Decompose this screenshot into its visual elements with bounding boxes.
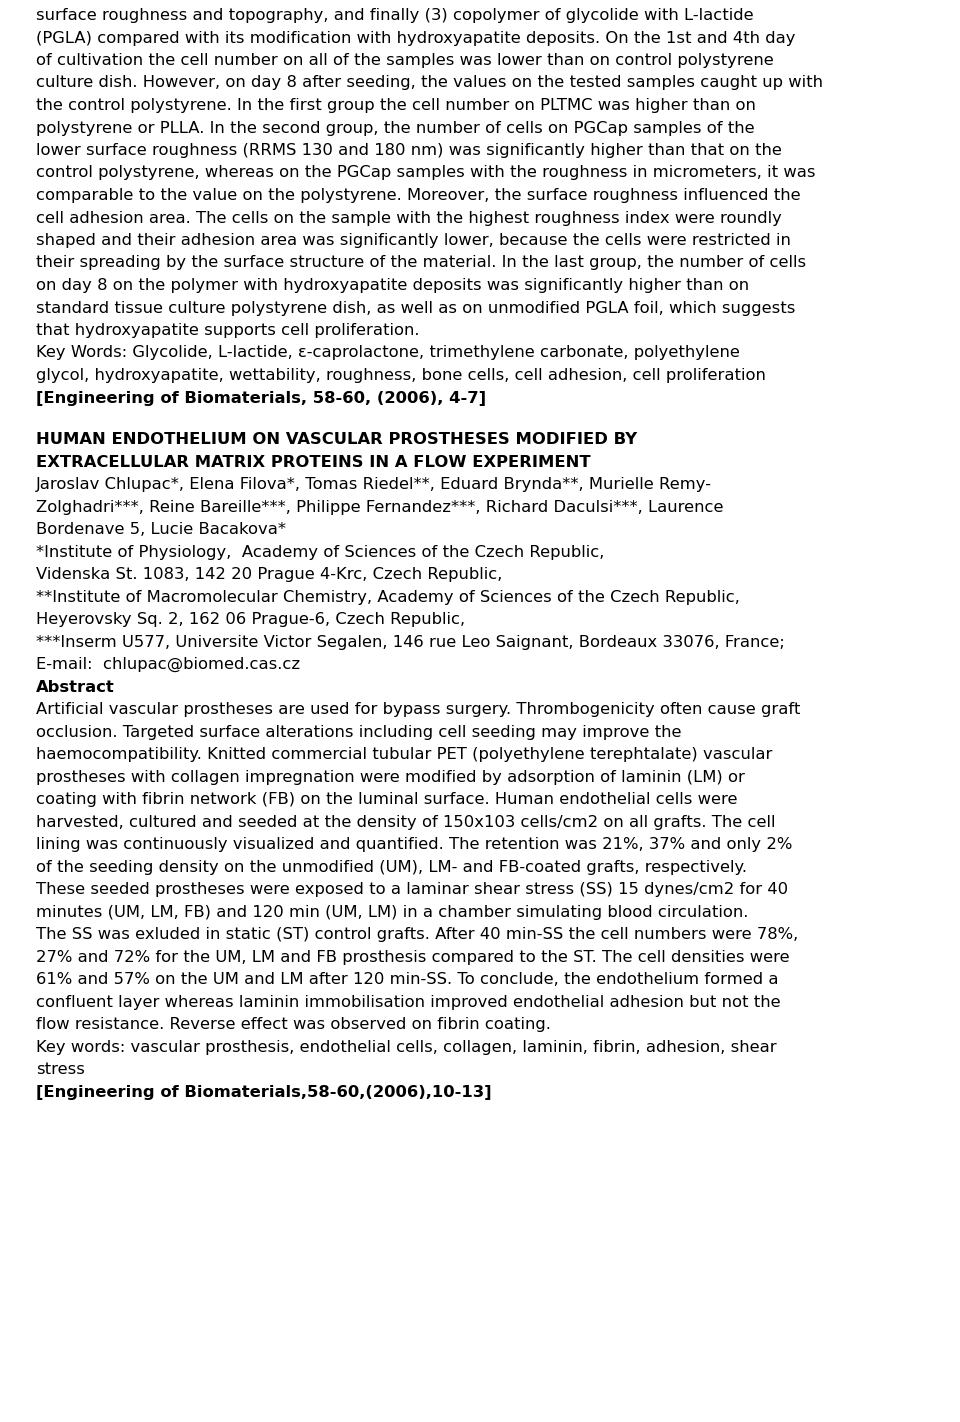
Text: Abstract: Abstract: [36, 680, 115, 694]
Text: harvested, cultured and seeded at the density of 150x103 cells/cm2 on all grafts: harvested, cultured and seeded at the de…: [36, 815, 776, 829]
Text: prostheses with collagen impregnation were modified by adsorption of laminin (LM: prostheses with collagen impregnation we…: [36, 769, 745, 785]
Text: [Engineering of Biomaterials, 58-60, (2006), 4-7]: [Engineering of Biomaterials, 58-60, (20…: [36, 391, 486, 405]
Text: flow resistance. Reverse effect was observed on fibrin coating.: flow resistance. Reverse effect was obse…: [36, 1017, 551, 1032]
Text: occlusion. Targeted surface alterations including cell seeding may improve the: occlusion. Targeted surface alterations …: [36, 725, 682, 739]
Text: haemocompatibility. Knitted commercial tubular PET (polyethylene terephtalate) v: haemocompatibility. Knitted commercial t…: [36, 747, 773, 762]
Text: **Institute of Macromolecular Chemistry, Academy of Sciences of the Czech Republ: **Institute of Macromolecular Chemistry,…: [36, 590, 740, 604]
Text: Heyerovsky Sq. 2, 162 06 Prague-6, Czech Republic,: Heyerovsky Sq. 2, 162 06 Prague-6, Czech…: [36, 611, 466, 627]
Text: Artificial vascular prostheses are used for bypass surgery. Thrombogenicity ofte: Artificial vascular prostheses are used …: [36, 702, 801, 717]
Text: surface roughness and topography, and finally (3) copolymer of glycolide with L-: surface roughness and topography, and fi…: [36, 9, 754, 23]
Text: control polystyrene, whereas on the PGCap samples with the roughness in micromet: control polystyrene, whereas on the PGCa…: [36, 165, 815, 181]
Text: cell adhesion area. The cells on the sample with the highest roughness index wer: cell adhesion area. The cells on the sam…: [36, 210, 781, 226]
Text: that hydroxyapatite supports cell proliferation.: that hydroxyapatite supports cell prolif…: [36, 323, 420, 338]
Text: glycol, hydroxyapatite, wettability, roughness, bone cells, cell adhesion, cell : glycol, hydroxyapatite, wettability, rou…: [36, 368, 766, 383]
Text: confluent layer whereas laminin immobilisation improved endothelial adhesion but: confluent layer whereas laminin immobili…: [36, 994, 780, 1010]
Text: Key words: vascular prosthesis, endothelial cells, collagen, laminin, fibrin, ad: Key words: vascular prosthesis, endothel…: [36, 1039, 777, 1055]
Text: These seeded prostheses were exposed to a laminar shear stress (SS) 15 dynes/cm2: These seeded prostheses were exposed to …: [36, 882, 788, 897]
Text: on day 8 on the polymer with hydroxyapatite deposits was significantly higher th: on day 8 on the polymer with hydroxyapat…: [36, 277, 749, 293]
Text: HUMAN ENDOTHELIUM ON VASCULAR PROSTHESES MODIFIED BY: HUMAN ENDOTHELIUM ON VASCULAR PROSTHESES…: [36, 432, 637, 447]
Text: (PGLA) compared with its modification with hydroxyapatite deposits. On the 1st a: (PGLA) compared with its modification wi…: [36, 30, 796, 46]
Text: Key Words: Glycolide, L-lactide, ε-caprolactone, trimethylene carbonate, polyeth: Key Words: Glycolide, L-lactide, ε-capro…: [36, 346, 740, 361]
Text: comparable to the value on the polystyrene. Moreover, the surface roughness infl: comparable to the value on the polystyre…: [36, 188, 801, 203]
Text: culture dish. However, on day 8 after seeding, the values on the tested samples : culture dish. However, on day 8 after se…: [36, 75, 823, 91]
Text: Videnska St. 1083, 142 20 Prague 4-Krc, Czech Republic,: Videnska St. 1083, 142 20 Prague 4-Krc, …: [36, 567, 502, 582]
Text: of cultivation the cell number on all of the samples was lower than on control p: of cultivation the cell number on all of…: [36, 53, 774, 68]
Text: polystyrene or PLLA. In the second group, the number of cells on PGCap samples o: polystyrene or PLLA. In the second group…: [36, 121, 755, 135]
Text: The SS was exluded in static (ST) control grafts. After 40 min-SS the cell numbe: The SS was exluded in static (ST) contro…: [36, 927, 799, 943]
Text: standard tissue culture polystyrene dish, as well as on unmodified PGLA foil, wh: standard tissue culture polystyrene dish…: [36, 300, 796, 316]
Text: *Institute of Physiology,  Academy of Sciences of the Czech Republic,: *Institute of Physiology, Academy of Sci…: [36, 545, 605, 560]
Text: ***Inserm U577, Universite Victor Segalen, 146 rue Leo Saignant, Bordeaux 33076,: ***Inserm U577, Universite Victor Segale…: [36, 634, 784, 650]
Text: the control polystyrene. In the first group the cell number on PLTMC was higher : the control polystyrene. In the first gr…: [36, 98, 756, 112]
Text: stress: stress: [36, 1062, 84, 1076]
Text: coating with fibrin network (FB) on the luminal surface. Human endothelial cells: coating with fibrin network (FB) on the …: [36, 792, 737, 808]
Text: E-mail:  chlupac@biomed.cas.cz: E-mail: chlupac@biomed.cas.cz: [36, 657, 300, 673]
Text: minutes (UM, LM, FB) and 120 min (UM, LM) in a chamber simulating blood circulat: minutes (UM, LM, FB) and 120 min (UM, LM…: [36, 904, 749, 920]
Text: EXTRACELLULAR MATRIX PROTEINS IN A FLOW EXPERIMENT: EXTRACELLULAR MATRIX PROTEINS IN A FLOW …: [36, 455, 590, 469]
Text: lining was continuously visualized and quantified. The retention was 21%, 37% an: lining was continuously visualized and q…: [36, 838, 792, 852]
Text: [Engineering of Biomaterials,58-60,(2006),10-13]: [Engineering of Biomaterials,58-60,(2006…: [36, 1085, 492, 1099]
Text: lower surface roughness (RRMS 130 and 180 nm) was significantly higher than that: lower surface roughness (RRMS 130 and 18…: [36, 144, 781, 158]
Text: Bordenave 5, Lucie Bacakova*: Bordenave 5, Lucie Bacakova*: [36, 522, 286, 538]
Text: Zolghadri***, Reine Bareille***, Philippe Fernandez***, Richard Daculsi***, Laur: Zolghadri***, Reine Bareille***, Philipp…: [36, 499, 724, 515]
Text: of the seeding density on the unmodified (UM), LM- and FB-coated grafts, respect: of the seeding density on the unmodified…: [36, 860, 747, 875]
Text: 61% and 57% on the UM and LM after 120 min-SS. To conclude, the endothelium form: 61% and 57% on the UM and LM after 120 m…: [36, 973, 779, 987]
Text: Jaroslav Chlupac*, Elena Filova*, Tomas Riedel**, Eduard Brynda**, Murielle Remy: Jaroslav Chlupac*, Elena Filova*, Tomas …: [36, 478, 712, 492]
Text: shaped and their adhesion area was significantly lower, because the cells were r: shaped and their adhesion area was signi…: [36, 233, 791, 247]
Text: their spreading by the surface structure of the material. In the last group, the: their spreading by the surface structure…: [36, 256, 806, 270]
Text: 27% and 72% for the UM, LM and FB prosthesis compared to the ST. The cell densit: 27% and 72% for the UM, LM and FB prosth…: [36, 950, 790, 964]
